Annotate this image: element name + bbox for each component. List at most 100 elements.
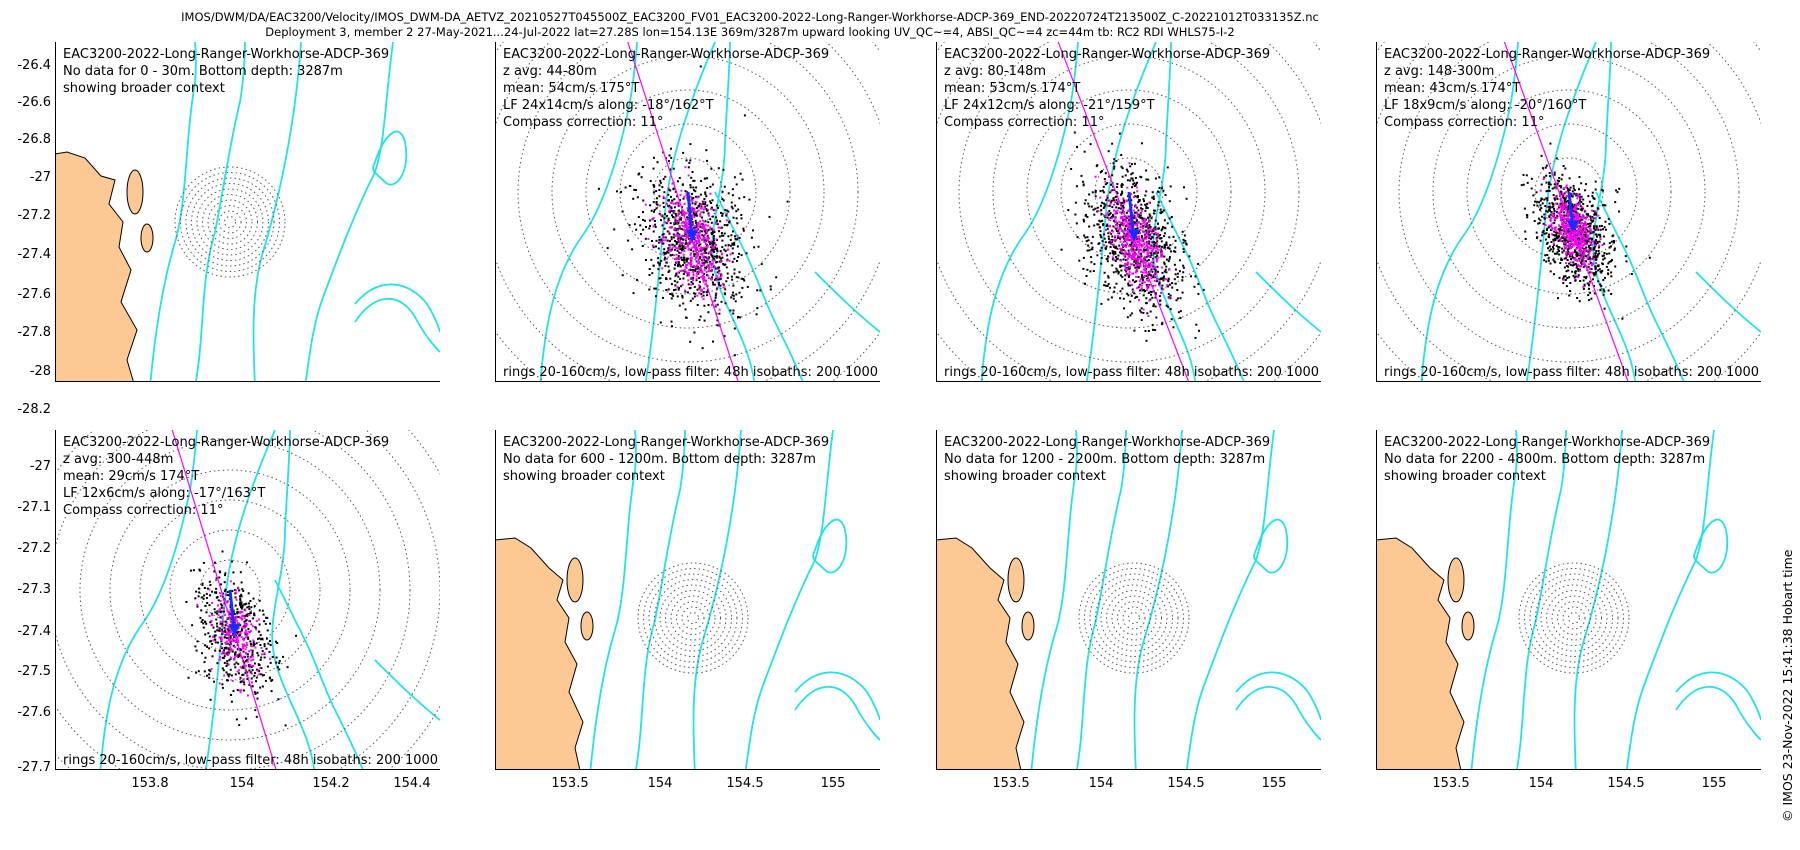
island-1 [1461, 611, 1475, 641]
chart-panel-3: EAC3200-2022-Long-Ranger-Workhorse-ADCP-… [936, 42, 1321, 382]
x-tick-label: 154 [1088, 776, 1114, 791]
velocity-ring-2 [1060, 123, 1198, 261]
mean-arrow-head [228, 624, 241, 637]
velocity-ring-1 [687, 612, 699, 624]
isobath-5 [1235, 685, 1321, 741]
land-polygon [1376, 537, 1465, 770]
annotation-line: EAC3200-2022-Long-Ranger-Workhorse-ADCP-… [944, 47, 1271, 62]
velocity-ring-10 [1518, 562, 1630, 674]
annotation-line: showing broader context [1384, 469, 1546, 484]
x-tick-label: 153.5 [1432, 776, 1470, 791]
x-tick-label: 154 [647, 776, 673, 791]
y-tick-label: -28.2 [17, 402, 51, 417]
panel-annotation: EAC3200-2022-Long-Ranger-Workhorse-ADCP-… [503, 434, 829, 485]
isobath-6 [794, 671, 880, 721]
annotation-line: z avg: 44-80m [503, 64, 597, 79]
velocity-ring-1 [1568, 612, 1580, 624]
y-tick-label: -27.5 [17, 664, 51, 679]
annotation-line: mean: 29cm/s 174°T [63, 469, 200, 484]
isobath-6 [354, 283, 440, 333]
isobath-3 [744, 430, 834, 770]
isobath-0 [539, 42, 638, 382]
isobath-4 [1695, 271, 1761, 333]
isobath-1 [634, 430, 686, 770]
annotation-line: mean: 43cm/s 174°T [1384, 81, 1521, 96]
panel-footer-note: rings 20-160cm/s, low-pass filter: 48h i… [63, 753, 440, 768]
panel-footer-note: rings 20-160cm/s, low-pass filter: 48h i… [503, 365, 880, 380]
x-tick-label: 155 [1701, 776, 1727, 791]
velocity-ring-5 [1106, 590, 1162, 646]
isobath-0 [1470, 430, 1518, 770]
velocity-ring-2 [169, 529, 291, 651]
annotation-line: No data for 2200 - 4800m. Bottom depth: … [1384, 452, 1706, 467]
x-tick-label: 154 [229, 776, 255, 791]
annotation-line: LF 24x14cm/s along: -18°/162°T [503, 98, 714, 113]
annotation-line: showing broader context [503, 469, 665, 484]
annotation-line: EAC3200-2022-Long-Ranger-Workhorse-ADCP-… [503, 435, 830, 450]
annotation-line: z avg: 148-300m [1384, 64, 1495, 79]
velocity-ring-3 [1026, 89, 1232, 295]
velocity-ring-4 [1432, 55, 1706, 329]
velocity-ring-5 [202, 194, 258, 250]
isobath-0 [589, 430, 637, 770]
x-tick-label: 153.8 [131, 776, 169, 791]
isobath-4 [374, 659, 440, 721]
panel-annotation: EAC3200-2022-Long-Ranger-Workhorse-ADCP-… [1384, 46, 1710, 131]
panel-plot-8 [1376, 430, 1761, 770]
isobath-0 [1420, 42, 1519, 382]
y-tick-label: -27.4 [17, 624, 51, 639]
annotation-line: No data for 1200 - 2200m. Bottom depth: … [944, 452, 1266, 467]
panel-plot-1 [55, 42, 440, 382]
y-tick-label: -27.2 [17, 541, 51, 556]
annotation-line: EAC3200-2022-Long-Ranger-Workhorse-ADCP-… [63, 435, 390, 450]
velocity-ring-1 [224, 216, 236, 228]
panel-plot-3 [936, 42, 1321, 382]
velocity-ring-1 [199, 559, 261, 621]
y-tick-label: -27.3 [17, 582, 51, 597]
isobath-4 [812, 518, 848, 574]
isobath-3 [304, 42, 394, 382]
isobath-2 [1133, 430, 1183, 770]
isobath-1 [194, 42, 246, 382]
velocity-ring-10 [637, 562, 749, 674]
velocity-ring-3 [213, 205, 247, 239]
velocity-ring-4 [1111, 595, 1157, 641]
velocity-ring-3 [1557, 601, 1591, 635]
isobath-5 [794, 685, 880, 741]
x-tick-label: 154.5 [726, 776, 764, 791]
velocity-ring-1 [1094, 157, 1164, 227]
panel-annotation: EAC3200-2022-Long-Ranger-Workhorse-ADCP-… [944, 434, 1270, 485]
x-tick-label: 153.5 [992, 776, 1030, 791]
velocity-ring-3 [1466, 89, 1672, 295]
velocity-ring-2 [218, 210, 242, 234]
panel-annotation: EAC3200-2022-Long-Ranger-Workhorse-ADCP-… [1384, 434, 1710, 485]
x-tick-label: 154.4 [393, 776, 431, 791]
velocity-ring-2 [681, 606, 705, 630]
velocity-ring-9 [1524, 568, 1624, 668]
annotation-line: Compass correction: 11° [503, 115, 664, 130]
velocity-ring-10 [1078, 562, 1190, 674]
velocity-ring-8 [1089, 573, 1179, 663]
panel-plot-4 [1376, 42, 1761, 382]
isobath-4 [372, 130, 408, 186]
velocity-ring-3 [585, 89, 791, 295]
isobath-4 [1693, 518, 1729, 574]
isobath-0 [99, 430, 198, 770]
velocity-ring-10 [174, 166, 286, 278]
velocity-ring-6 [1100, 584, 1168, 652]
annotation-line: EAC3200-2022-Long-Ranger-Workhorse-ADCP-… [1384, 47, 1711, 62]
scatter-points [1060, 131, 1205, 342]
annotation-line: z avg: 300-448m [63, 452, 174, 467]
mean-arrow-head [686, 230, 699, 243]
velocity-ring-4 [551, 55, 825, 329]
velocity-ring-4 [109, 469, 351, 711]
mean-arrow-head [1127, 229, 1140, 242]
island-0 [566, 557, 584, 603]
velocity-ring-1 [1534, 157, 1604, 227]
y-tick-label: -27.1 [17, 500, 51, 515]
annotation-line: Compass correction: 11° [63, 503, 224, 518]
y-tick-label: -27 [29, 170, 51, 185]
isobath-0 [980, 42, 1079, 382]
velocity-ring-7 [1095, 579, 1173, 657]
panel-annotation: EAC3200-2022-Long-Ranger-Workhorse-ADCP-… [63, 434, 389, 519]
